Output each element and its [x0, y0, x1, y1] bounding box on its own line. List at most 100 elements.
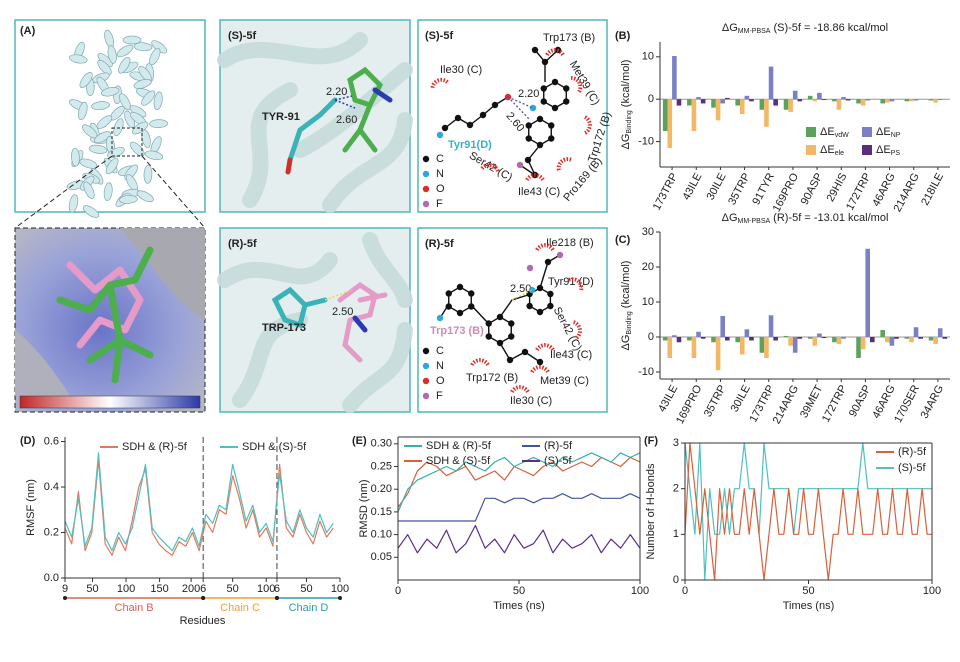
diagram-title: (S)-5f: [425, 30, 453, 42]
label-part: ΔE: [876, 144, 891, 156]
x-tick-label: 50: [227, 583, 239, 595]
x-tick-label: 30ILE: [729, 383, 753, 414]
legend-label: SDH & (S)-5f: [426, 455, 491, 467]
bar: [836, 337, 842, 344]
residue-label: TRP-173: [262, 322, 306, 334]
bar: [792, 337, 798, 353]
bar: [821, 99, 827, 101]
helix: [101, 87, 120, 97]
x-axis-label: Times (ns): [783, 600, 835, 612]
bond: [519, 144, 541, 177]
hydrophobic-contact: [583, 115, 592, 135]
bar: [691, 337, 697, 358]
bar: [667, 99, 673, 148]
hydrophobic-contact: [572, 320, 582, 340]
bar: [744, 329, 750, 337]
residue-label: Tyr91 (D): [548, 276, 594, 288]
y-tick-label: 10: [642, 51, 654, 63]
label: ΔGMM-PBSA (S)-5f = -18.86 kcal/mol: [722, 22, 888, 35]
chain-end: [338, 596, 342, 600]
hydrophobic-contact: [525, 173, 545, 182]
bar: [735, 337, 740, 343]
bar: [913, 327, 919, 337]
atom: [468, 290, 475, 297]
label-part: ΔE: [876, 126, 891, 138]
label-part: (kcal/mol): [620, 261, 632, 309]
chain-label: Chain C: [220, 602, 260, 614]
atom: [422, 362, 430, 370]
atom: [422, 170, 430, 178]
x-tick-label: 0: [682, 585, 688, 597]
atom: [544, 258, 552, 266]
label: ΔEPS: [876, 144, 900, 157]
x-tick-label: 150: [150, 583, 168, 595]
x-tick-label: 90ASP: [799, 171, 826, 207]
bar: [928, 337, 934, 341]
atom: [436, 131, 444, 139]
x-tick-label: 50: [86, 583, 98, 595]
series-line: [398, 493, 641, 522]
atom: [422, 347, 430, 355]
bar: [768, 66, 774, 100]
bar: [812, 337, 818, 346]
bar: [836, 99, 842, 110]
atom: [525, 135, 532, 142]
hydrophobic-contact: [510, 385, 530, 394]
diagram-title: (R)-5f: [425, 238, 454, 250]
x-tick-label: 100: [331, 583, 349, 595]
helix: [103, 182, 113, 201]
residue-label: Tyr91(D): [448, 139, 492, 151]
helix: [141, 90, 156, 106]
bar: [884, 337, 890, 343]
atom: [466, 121, 474, 129]
hydrophobic-contact: [545, 48, 565, 57]
y-axis-label: RMSD (nm): [358, 479, 370, 537]
residue-label: Met39 (C): [540, 375, 589, 387]
atom: [445, 303, 452, 310]
y-tick-label: 0.4: [44, 481, 59, 493]
y-tick-label: 0.25: [371, 460, 392, 472]
bond: [499, 294, 529, 318]
helix: [79, 72, 93, 89]
panel-label: (A): [20, 25, 36, 37]
distance-label: 2.50: [332, 306, 353, 318]
bar: [720, 99, 726, 104]
helix: [69, 54, 88, 64]
bar: [860, 99, 866, 106]
bar: [764, 99, 769, 127]
bar: [904, 337, 910, 339]
h-bond: [324, 289, 353, 301]
bar: [904, 99, 910, 102]
bar: [759, 99, 765, 110]
y-tick-label: 0.30: [371, 438, 392, 450]
protein-cartoon: [66, 29, 168, 218]
chain-end: [274, 596, 279, 600]
y-tick-label: 0: [673, 574, 679, 586]
x-tick-label: 35TRP: [702, 383, 729, 419]
atom: [563, 85, 570, 92]
panel-label: (D): [20, 435, 36, 447]
x-axis-label: Times (ns): [493, 600, 545, 612]
panel-label: (C): [615, 234, 631, 246]
bar: [667, 337, 673, 358]
atom: [548, 135, 555, 142]
bar: [913, 99, 919, 101]
bond: [499, 342, 541, 363]
atom: [422, 377, 430, 385]
atom: [540, 98, 547, 105]
atom-legend: C: [436, 153, 444, 165]
bar: [797, 337, 803, 339]
bar: [759, 337, 765, 353]
hydrophobic-contact: [470, 358, 490, 367]
bar: [797, 99, 803, 102]
bar: [821, 337, 827, 339]
bar: [884, 99, 890, 103]
series-line: [684, 442, 932, 581]
atom: [422, 200, 430, 208]
bar: [942, 337, 948, 339]
helix: [91, 101, 110, 111]
ribbons: [217, 32, 413, 213]
helix: [129, 141, 145, 157]
bar: [715, 99, 721, 121]
